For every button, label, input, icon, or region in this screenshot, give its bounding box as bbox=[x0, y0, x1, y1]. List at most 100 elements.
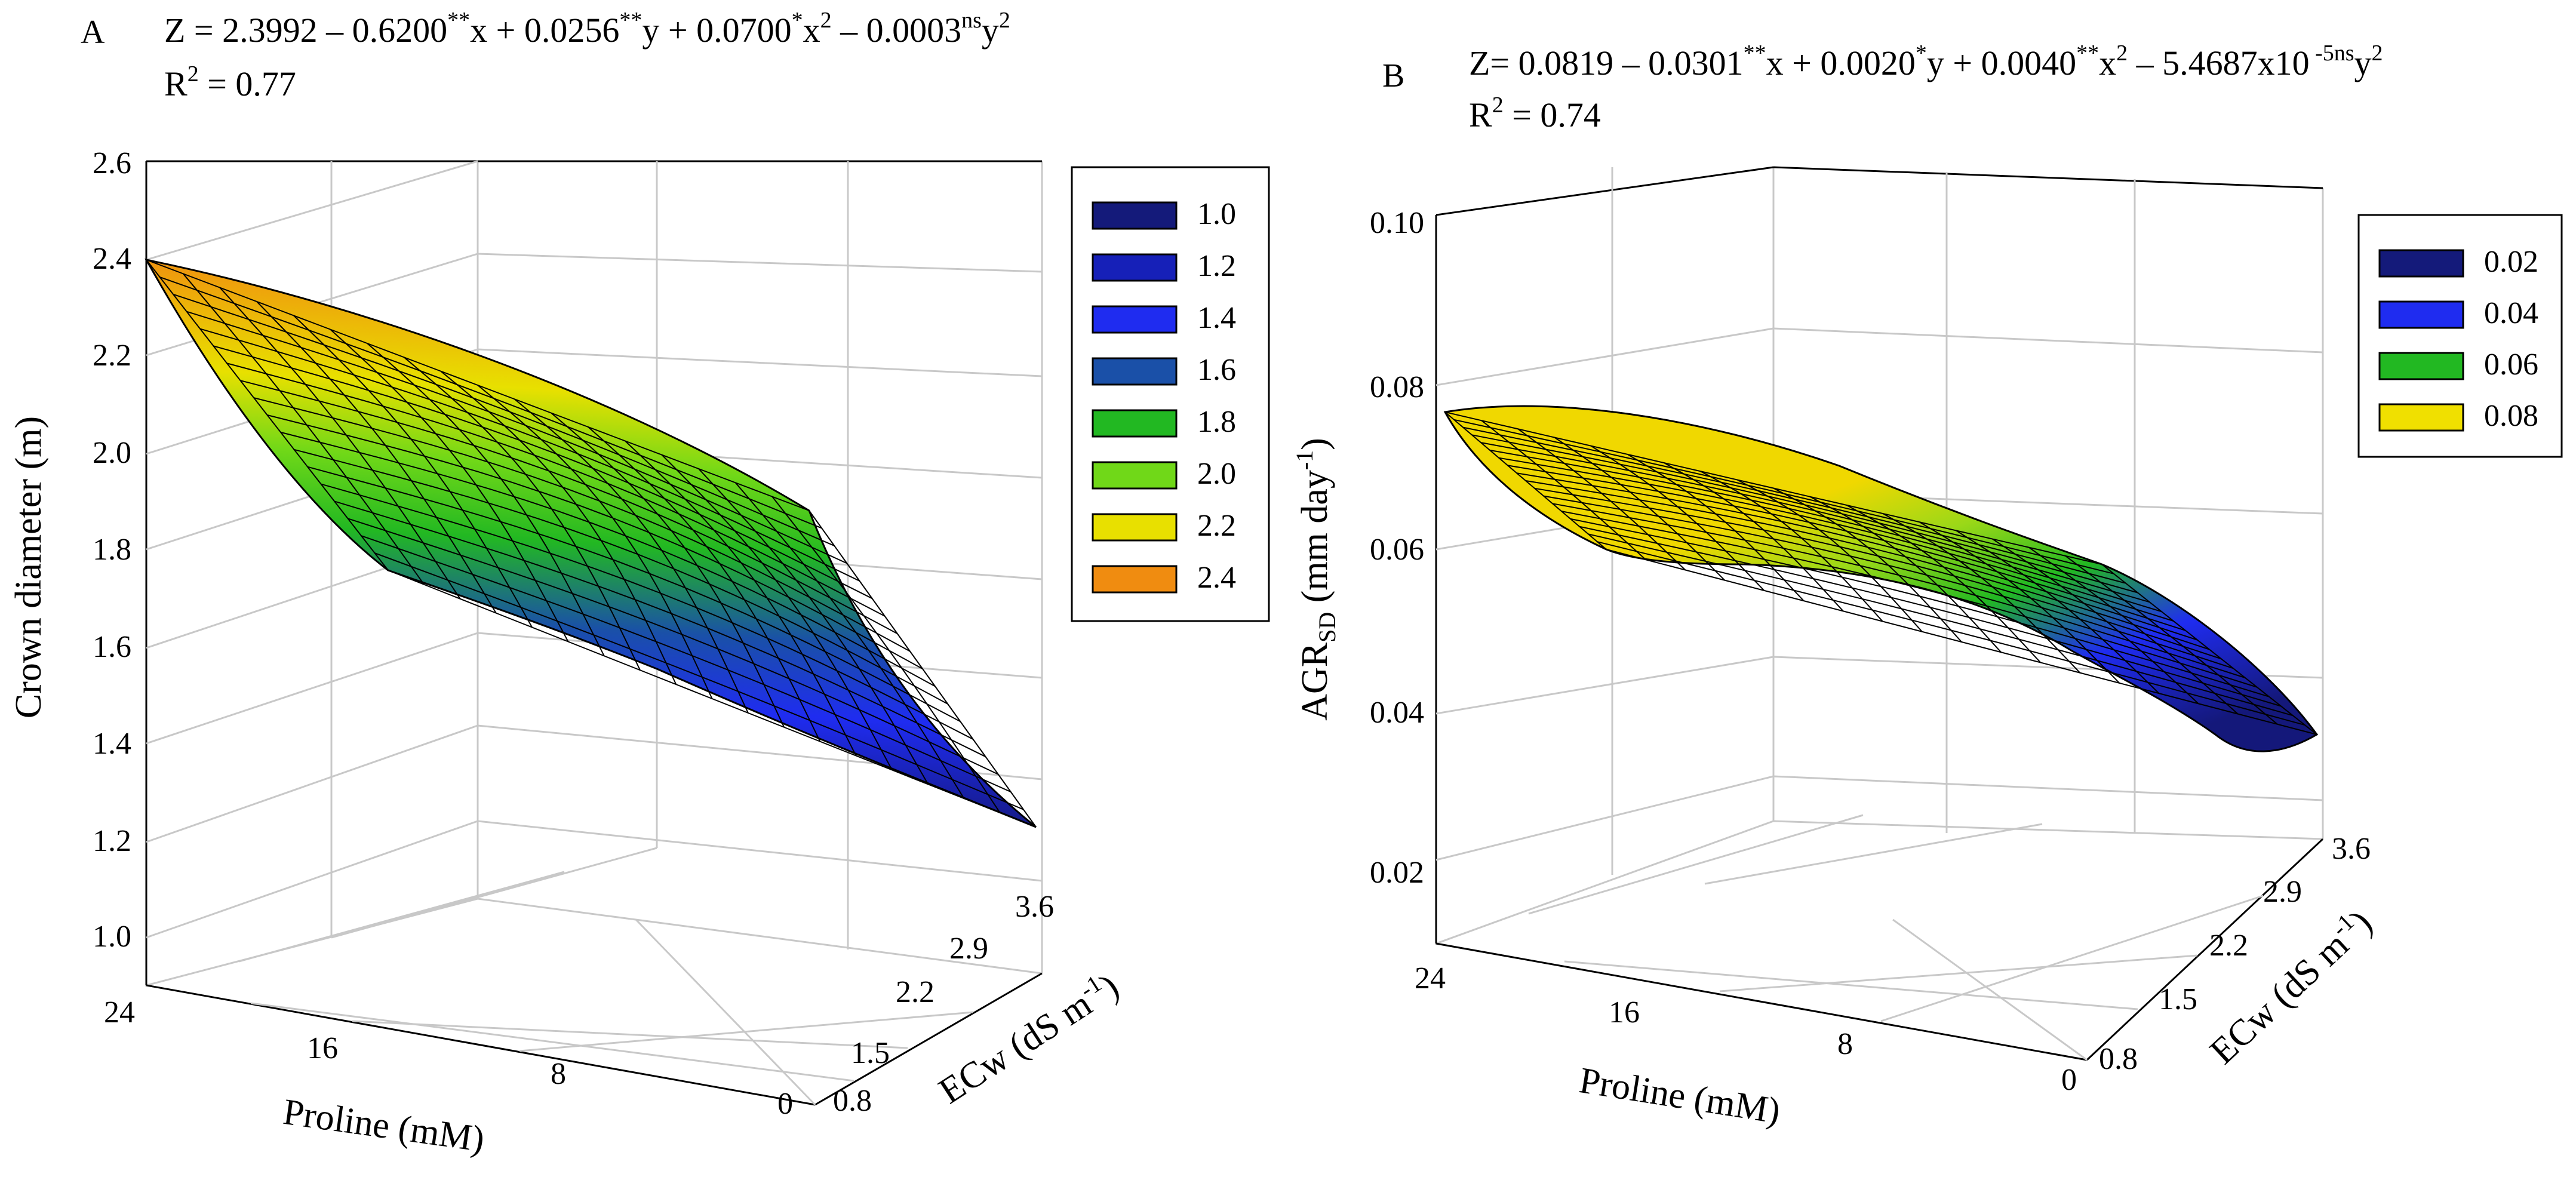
z-tick-label: 2.6 bbox=[93, 146, 131, 180]
legend-swatch bbox=[1092, 409, 1178, 438]
mesh-line bbox=[2028, 546, 2239, 715]
mesh-line bbox=[374, 552, 1024, 810]
panel-a-mesh bbox=[146, 259, 1037, 828]
panel-a: A Z = 2.3992 – 0.6200**x + 0.0256**y + 0… bbox=[8, 8, 1270, 1160]
z-tick-label: 0.06 bbox=[1370, 533, 1424, 567]
mesh-line bbox=[1597, 541, 2306, 726]
mesh-line bbox=[2101, 564, 2317, 735]
legend-swatch bbox=[1092, 461, 1178, 490]
legend-swatch bbox=[2378, 352, 2464, 380]
legend-swatch bbox=[1092, 357, 1178, 386]
x-tick-label: 24 bbox=[1415, 961, 1446, 995]
x-tick-label: 8 bbox=[1837, 1027, 1853, 1061]
panel-a-surface-fill bbox=[145, 258, 1037, 828]
legend-label: 2.0 bbox=[1197, 457, 1236, 491]
panel-b-surface bbox=[1443, 405, 2319, 752]
mesh-line bbox=[698, 468, 929, 785]
panel-b-z-label: AGRSD (mm day-1) bbox=[1291, 438, 1341, 721]
panel-a-surface bbox=[145, 258, 1037, 828]
panel-a-r2: R2 = 0.77 bbox=[164, 62, 296, 103]
x-tick-label: 16 bbox=[307, 1031, 338, 1065]
z-tick-label: 2.4 bbox=[93, 242, 131, 276]
panel-b-x-label: Proline (mM) bbox=[1576, 1060, 1783, 1132]
legend-swatch bbox=[1092, 253, 1178, 282]
panel-b-y-ticks: 0.8 1.5 2.2 2.9 3.6 bbox=[2099, 832, 2371, 1076]
panel-a-letter: A bbox=[81, 14, 105, 51]
x-tick-label: 16 bbox=[1609, 995, 1640, 1030]
y-tick-label: 0.8 bbox=[833, 1084, 872, 1118]
z-tick-label: 0.02 bbox=[1370, 856, 1424, 890]
x-tick-label: 24 bbox=[104, 995, 135, 1030]
legend-label: 2.2 bbox=[1197, 509, 1236, 543]
z-tick-label: 1.4 bbox=[93, 727, 131, 761]
panel-b: B Z= 0.0819 – 0.0301**x + 0.0020*y + 0.0… bbox=[1291, 41, 2563, 1132]
mesh-line bbox=[361, 535, 1012, 793]
legend-label: 0.08 bbox=[2484, 399, 2538, 433]
panel-a-legend: 1.0 1.2 1.4 1.6 1.8 2.0 2.2 2.4 bbox=[1071, 166, 1270, 622]
panel-a-equation: Z = 2.3992 – 0.6200**x + 0.0256**y + 0.0… bbox=[164, 8, 1010, 50]
panel-b-legend: 0.02 0.04 0.06 0.08 bbox=[2357, 214, 2563, 458]
panel-a-y-ticks: 0.8 1.5 2.2 2.9 3.6 bbox=[833, 890, 1054, 1118]
y-tick-label: 3.6 bbox=[2332, 832, 2371, 866]
z-tick-label: 0.08 bbox=[1370, 370, 1424, 404]
y-tick-label: 2.2 bbox=[2209, 929, 2248, 963]
legend-swatch bbox=[1092, 201, 1178, 230]
y-tick-label: 3.6 bbox=[1015, 890, 1054, 924]
legend-label: 1.6 bbox=[1197, 353, 1236, 387]
panel-a-y-label: ECw (dS m-1) bbox=[930, 963, 1126, 1112]
y-tick-label: 0.8 bbox=[2099, 1042, 2138, 1076]
legend-label: 0.04 bbox=[2484, 296, 2538, 330]
mesh-line bbox=[1588, 533, 2294, 717]
z-tick-label: 2.0 bbox=[93, 436, 131, 470]
legend-swatch bbox=[2378, 403, 2464, 432]
z-tick-label: 1.6 bbox=[93, 630, 131, 664]
panel-a-z-ticks: 1.0 1.2 1.4 1.6 1.8 2.0 2.2 2.4 2.6 bbox=[93, 146, 131, 954]
panel-b-x-ticks: 24 16 8 0 bbox=[1415, 961, 2077, 1097]
panel-a-box bbox=[145, 160, 1043, 1106]
mesh-line bbox=[1606, 549, 2317, 735]
z-tick-label: 1.0 bbox=[93, 920, 131, 954]
mesh-line bbox=[771, 496, 1001, 813]
panel-a-x-label: Proline (mM) bbox=[281, 1092, 487, 1160]
legend-swatch bbox=[2378, 300, 2464, 329]
mesh-line bbox=[2065, 555, 2278, 725]
legend-swatch bbox=[1092, 513, 1178, 542]
x-tick-label: 0 bbox=[777, 1087, 793, 1121]
z-tick-label: 0.10 bbox=[1370, 206, 1424, 240]
y-tick-label: 2.9 bbox=[949, 932, 988, 966]
legend-label: 1.8 bbox=[1197, 405, 1236, 439]
panel-a-z-label: Crown diameter (m) bbox=[8, 416, 49, 718]
panel-b-equation: Z= 0.0819 – 0.0301**x + 0.0020*y + 0.004… bbox=[1469, 41, 2383, 82]
y-tick-label: 2.9 bbox=[2263, 875, 2302, 909]
legend-label: 0.06 bbox=[2484, 348, 2538, 382]
panel-b-mesh bbox=[1444, 411, 2317, 735]
y-tick-label: 1.5 bbox=[2159, 982, 2197, 1016]
legend-swatch bbox=[2378, 249, 2464, 278]
mesh-line bbox=[388, 570, 1037, 828]
z-tick-label: 0.04 bbox=[1370, 696, 1424, 730]
legend-label: 1.0 bbox=[1197, 197, 1236, 231]
mesh-line bbox=[734, 482, 965, 799]
z-tick-label: 1.2 bbox=[93, 824, 131, 858]
legend-label: 1.4 bbox=[1197, 301, 1236, 335]
x-tick-label: 0 bbox=[2061, 1063, 2077, 1097]
panel-a-x-ticks: 24 16 8 0 bbox=[104, 995, 793, 1121]
panel-b-r2: R2 = 0.74 bbox=[1469, 93, 1601, 134]
y-tick-label: 1.5 bbox=[851, 1036, 890, 1070]
z-tick-label: 2.2 bbox=[93, 339, 131, 373]
legend-swatch bbox=[1092, 305, 1178, 334]
mesh-line bbox=[1992, 538, 2199, 705]
legend-label: 1.2 bbox=[1197, 249, 1236, 283]
mesh-line bbox=[809, 510, 1037, 828]
z-tick-label: 1.8 bbox=[93, 533, 131, 567]
legend-swatch bbox=[1092, 565, 1178, 594]
panel-b-z-ticks: 0.02 0.04 0.06 0.08 0.10 bbox=[1370, 206, 1424, 890]
legend-frame bbox=[1071, 166, 1270, 622]
y-tick-label: 2.2 bbox=[896, 975, 935, 1009]
legend-label: 0.02 bbox=[2484, 245, 2538, 279]
panel-b-letter: B bbox=[1382, 57, 1404, 94]
legend-label: 2.4 bbox=[1197, 561, 1236, 595]
x-tick-label: 8 bbox=[551, 1057, 566, 1091]
panel-b-y-label: ECw (dS m-1) bbox=[2200, 900, 2380, 1072]
